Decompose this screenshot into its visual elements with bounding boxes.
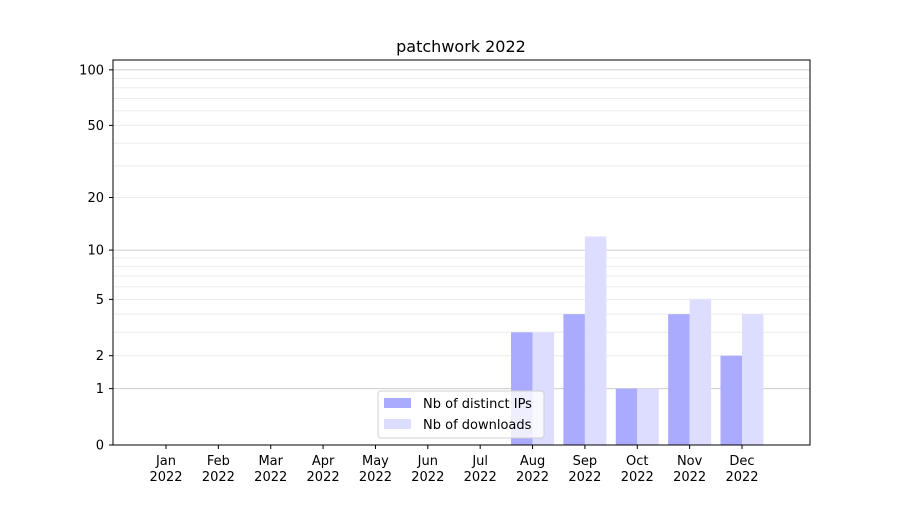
y-tick-label: 10 <box>87 244 104 259</box>
bar-downloads <box>689 299 712 445</box>
legend-swatch <box>384 398 411 408</box>
y-tick-label: 20 <box>87 191 104 206</box>
bar-downloads <box>742 314 764 445</box>
bar-distinct-ips <box>720 355 742 445</box>
chart-title: patchwork 2022 <box>396 37 526 56</box>
x-tick-label: May 2022 <box>359 454 392 485</box>
legend-box <box>377 390 545 439</box>
y-tick-label: 0 <box>96 439 104 454</box>
x-tick-label: Mar 2022 <box>254 454 287 485</box>
x-tick-label: Nov 2022 <box>673 454 706 485</box>
x-tick-label: Feb 2022 <box>202 454 235 485</box>
bar-distinct-ips <box>615 388 638 445</box>
legend-label: Nb of distinct IPs <box>423 397 532 412</box>
y-tick-label: 50 <box>87 119 104 134</box>
x-tick-label: Jun 2022 <box>411 454 444 485</box>
bar-downloads <box>637 388 659 445</box>
legend-swatch <box>384 419 411 429</box>
bar-downloads <box>584 236 607 445</box>
x-tick-label: Jul 2022 <box>464 454 497 485</box>
plot-frame <box>112 59 811 446</box>
bar-distinct-ips <box>563 314 585 445</box>
y-tick-label: 5 <box>96 293 104 308</box>
legend: Nb of distinct IPs Nb of downloads <box>377 390 545 439</box>
bar-distinct-ips <box>668 314 690 445</box>
x-tick-label: Jan 2022 <box>149 454 182 485</box>
y-tick-label: 1 <box>96 382 104 397</box>
x-tick-label: Aug 2022 <box>516 454 549 485</box>
y-tick-label: 2 <box>96 349 104 364</box>
legend-label: Nb of downloads <box>423 418 532 433</box>
x-tick-label: Apr 2022 <box>307 454 340 485</box>
x-tick-label: Dec 2022 <box>725 454 758 485</box>
x-tick-label: Oct 2022 <box>621 454 654 485</box>
y-tick-label: 100 <box>79 63 104 78</box>
x-tick-label: Sep 2022 <box>568 454 601 485</box>
